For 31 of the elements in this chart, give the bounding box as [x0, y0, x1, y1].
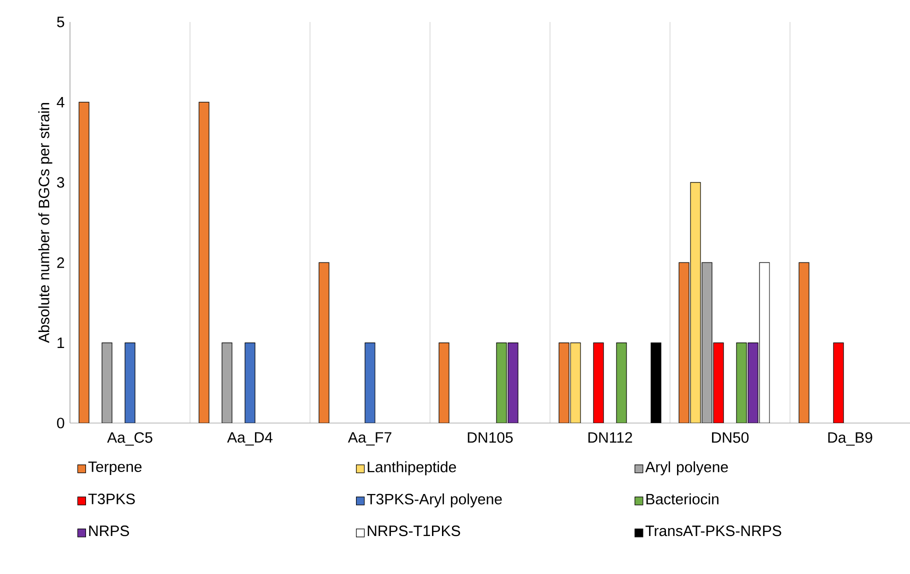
- x-tick-label: Aa_D4: [227, 432, 272, 446]
- y-tick-label: 4: [56, 97, 64, 108]
- y-tick-label: 0: [57, 418, 64, 428]
- x-tick-label: Aa_C5: [107, 432, 152, 446]
- legend-label: NRPS: [89, 526, 129, 536]
- bar: [650, 342, 662, 424]
- y-tick-label: 1: [58, 338, 64, 348]
- x-tick-label: DN105: [468, 432, 513, 443]
- legend-label: TransAT-PKS-NRPS: [646, 526, 782, 536]
- legend-label: Terpene: [88, 462, 142, 475]
- legend-label: NRPS-T1PKS: [368, 526, 460, 536]
- y-tick-label: 2: [57, 257, 64, 268]
- legend-label: T3PKS: [88, 494, 135, 504]
- legend-label: Lanthipeptide: [368, 461, 456, 476]
- bar: [198, 102, 210, 424]
- bar: [244, 342, 256, 424]
- y-axis-title: Absolute number of BGCs per strain: [38, 103, 52, 343]
- y-tick-label: 5: [57, 16, 64, 28]
- legend-label: Aryl polyene: [645, 461, 728, 476]
- legend-label: T3PKS-Aryl polyene: [366, 493, 502, 508]
- bar: [124, 342, 136, 424]
- bar: [78, 102, 90, 424]
- bar: [798, 262, 810, 424]
- bar: [364, 342, 376, 424]
- bar: [690, 182, 701, 424]
- y-tick-label: 3: [57, 177, 64, 188]
- x-tick-label: DN112: [588, 432, 632, 443]
- legend-label: Bacteriocin: [646, 493, 718, 504]
- x-tick-label: DN50: [712, 432, 749, 443]
- x-tick-label: Da_B9: [828, 432, 872, 446]
- x-tick-label: Aa_F7: [348, 432, 392, 446]
